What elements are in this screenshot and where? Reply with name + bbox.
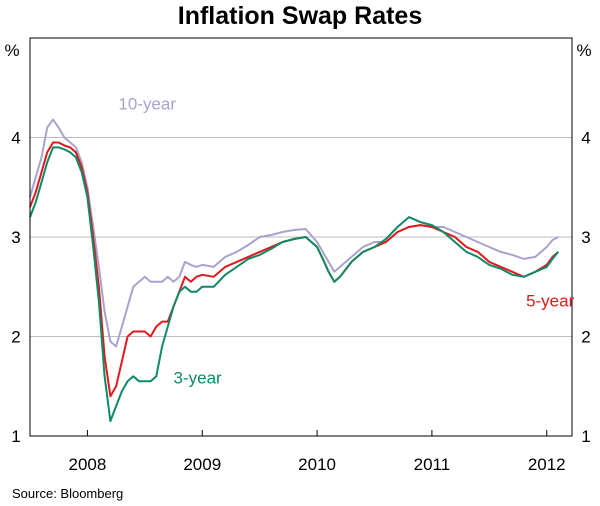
y-tick-left-3: 3: [11, 228, 20, 247]
series-label-3-year: 3-year: [174, 368, 223, 387]
series-line-3-year: [29, 146, 559, 423]
y-tick-right-4: 4: [581, 129, 590, 148]
y-tick-right-2: 2: [581, 328, 590, 347]
right-unit-label: %: [576, 41, 591, 60]
x-tick-label-2012: 2012: [528, 455, 566, 474]
x-tick-label-2011: 2011: [414, 455, 451, 474]
series-labels: 10-year 5-year 3-year: [118, 95, 574, 388]
series-label-5-year: 5-year: [526, 292, 575, 311]
y-tick-left-1: 1: [11, 427, 20, 446]
series-label-10-year: 10-year: [118, 95, 176, 114]
y-tick-left-4: 4: [11, 129, 20, 148]
series-line-10-year: [29, 118, 559, 348]
source-note: Source: Bloomberg: [12, 486, 123, 501]
y-axis-labels: 1 1 2 2 3 3 4 4: [11, 129, 590, 447]
chart-title: Inflation Swap Rates: [178, 2, 422, 30]
x-tick-label-2008: 2008: [69, 455, 107, 474]
x-tick-label-2010: 2010: [298, 455, 336, 474]
plot-frame: [29, 37, 573, 437]
x-tick-label-2009: 2009: [183, 455, 221, 474]
gridlines: [30, 137, 572, 437]
y-tick-right-1: 1: [581, 427, 590, 446]
y-tick-left-2: 2: [11, 328, 20, 347]
y-tick-right-3: 3: [581, 228, 590, 247]
x-axis-ticks: [86, 430, 548, 436]
left-unit-label: %: [4, 41, 19, 60]
x-axis-labels: 2008 2009 2010 2011 2012: [69, 455, 566, 474]
series-lines: [29, 118, 559, 423]
series-line-5-year: [29, 141, 559, 398]
